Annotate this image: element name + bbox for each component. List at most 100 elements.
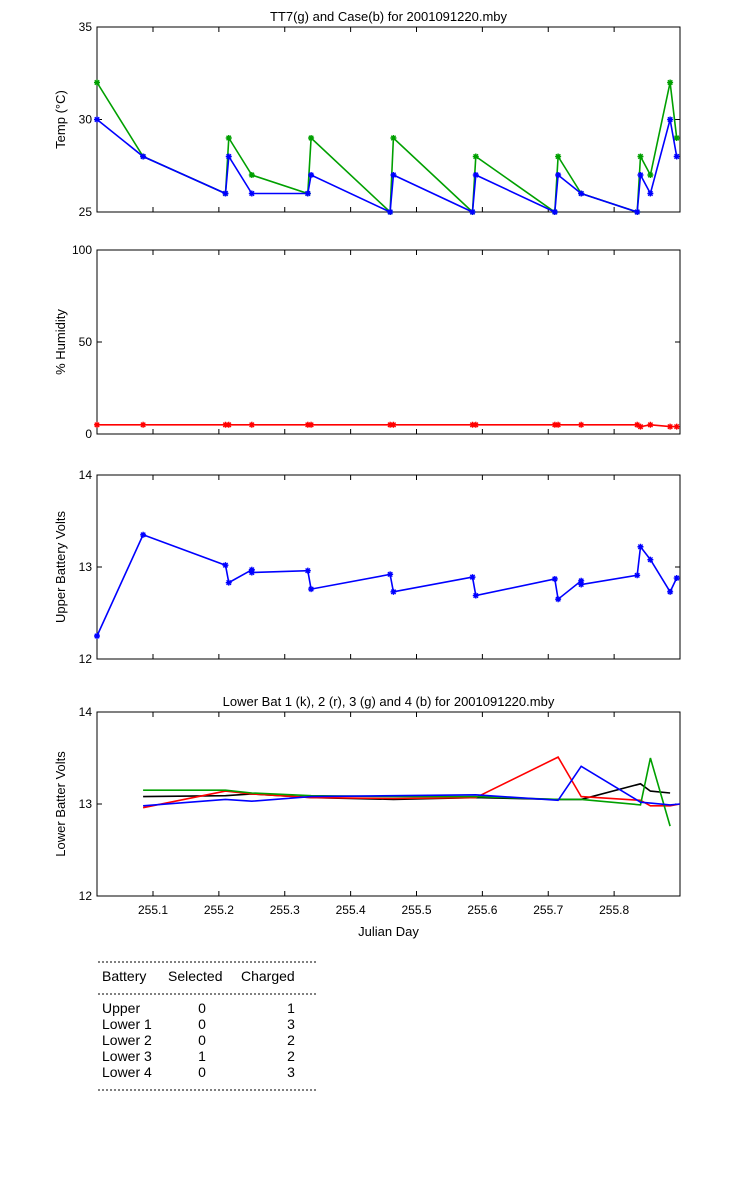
table-cell: 1: [198, 1048, 206, 1064]
y-tick-label: 14: [79, 468, 93, 482]
data-point: [308, 172, 315, 178]
data-point: [390, 172, 397, 178]
x-tick-label: 255.4: [336, 903, 366, 917]
x-tick-label: 255.6: [467, 903, 497, 917]
data-point: [578, 421, 585, 428]
data-point: [387, 421, 394, 428]
data-point: [667, 79, 674, 86]
data-point: [472, 153, 479, 160]
data-point: [390, 135, 397, 141]
data-point: [551, 575, 558, 582]
y-tick-label: 13: [79, 560, 93, 574]
data-point: [472, 172, 479, 178]
series-line-1: [142, 756, 681, 809]
series-line-2: [143, 757, 671, 827]
table-row: Lower 2 0 2: [102, 1032, 295, 1048]
data-point: [222, 562, 229, 569]
chart-panel-lower: 12 13 14 255.1 255.2 255.3 255.4 255.5 255.6 255.…: [53, 694, 681, 939]
table-header: Selected: [168, 968, 222, 984]
table-cell: 3: [287, 1064, 295, 1080]
data-point: [673, 153, 680, 160]
data-point: [578, 577, 585, 584]
data-point: [140, 531, 147, 538]
y-tick-label: 0: [85, 427, 92, 441]
table-cell: Lower 3: [102, 1048, 152, 1064]
data-point: [304, 421, 311, 428]
data-point: [578, 581, 585, 588]
data-point: [225, 135, 232, 141]
data-point: [225, 579, 232, 586]
data-point: [304, 567, 311, 574]
y-tick-label: 25: [79, 205, 93, 219]
x-tick-label: 255.5: [401, 903, 431, 917]
data-point: [647, 190, 654, 197]
data-point: [94, 421, 100, 428]
x-tick-label: 255.2: [204, 903, 234, 917]
y-tick-label: 100: [72, 243, 92, 257]
table-row: Lower 3 1 2: [102, 1048, 295, 1064]
data-point: [248, 190, 255, 197]
data-point: [140, 153, 147, 160]
data-point: [647, 421, 654, 428]
y-tick-label: 12: [79, 652, 93, 666]
y-axis-label: % Humidity: [53, 309, 68, 375]
data-point: [555, 421, 562, 428]
plot-frame: [96, 26, 681, 213]
data-point: [469, 574, 476, 581]
data-point: [555, 172, 562, 178]
data-point: [667, 588, 674, 595]
x-tick-label: 255.3: [270, 903, 300, 917]
data-point: [94, 116, 100, 123]
data-point: [673, 135, 680, 141]
y-axis-label: Temp (°C): [53, 90, 68, 149]
table-cell: 0: [198, 1064, 206, 1080]
table-cell: 0: [198, 1016, 206, 1032]
table-cell: 0: [198, 1000, 206, 1016]
series-line-0: [96, 82, 678, 214]
table-row: Lower 1 0 3: [102, 1016, 295, 1032]
data-point: [390, 421, 397, 428]
data-point: [248, 172, 255, 178]
y-axis-label: Lower Batter Volts: [53, 751, 68, 857]
x-tick-label: 255.7: [533, 903, 563, 917]
data-point: [222, 190, 229, 197]
chart-panel-upper: 12 13 14 Upper Battery Volts: [53, 468, 681, 666]
data-point: [304, 190, 311, 197]
data-point: [472, 421, 479, 428]
y-tick-label: 35: [79, 20, 93, 34]
data-point: [634, 209, 641, 215]
data-point: [225, 153, 232, 160]
y-tick-label: 14: [79, 705, 93, 719]
table-row: Lower 4 0 3: [102, 1064, 295, 1080]
table-row: Upper 0 1: [102, 1000, 295, 1016]
y-tick-label: 50: [79, 335, 93, 349]
data-point: [637, 172, 644, 178]
data-point: [667, 116, 674, 123]
series-line-0: [97, 423, 677, 428]
data-point: [469, 209, 476, 215]
data-point: [578, 190, 585, 197]
data-point: [94, 633, 100, 639]
table-cell: 0: [198, 1032, 206, 1048]
chart-panel-humidity: 0 50 100 % Humidity: [53, 243, 681, 441]
data-point: [387, 571, 394, 578]
series-line-0: [96, 533, 678, 637]
data-point: [308, 421, 315, 428]
data-point: [551, 209, 558, 215]
chart-title: TT7(g) and Case(b) for 2001091220.mby: [270, 9, 508, 24]
data-point: [222, 421, 229, 428]
data-point: [637, 543, 644, 550]
data-point: [647, 556, 654, 563]
chart-panel-temp: 25 30 35 TT7(g) and Case(b) for 2001091220.…: [53, 9, 681, 219]
table-cell: Upper: [102, 1000, 140, 1016]
data-point: [387, 209, 394, 215]
x-axis-label: Julian Day: [358, 924, 419, 939]
data-point: [555, 596, 562, 603]
y-tick-label: 30: [79, 113, 93, 127]
data-point: [667, 423, 674, 430]
table-cell: Lower 1: [102, 1016, 152, 1032]
chart-title: Lower Bat 1 (k), 2 (r), 3 (g) and 4 (b) …: [223, 694, 555, 709]
table-header: Charged: [241, 968, 295, 984]
